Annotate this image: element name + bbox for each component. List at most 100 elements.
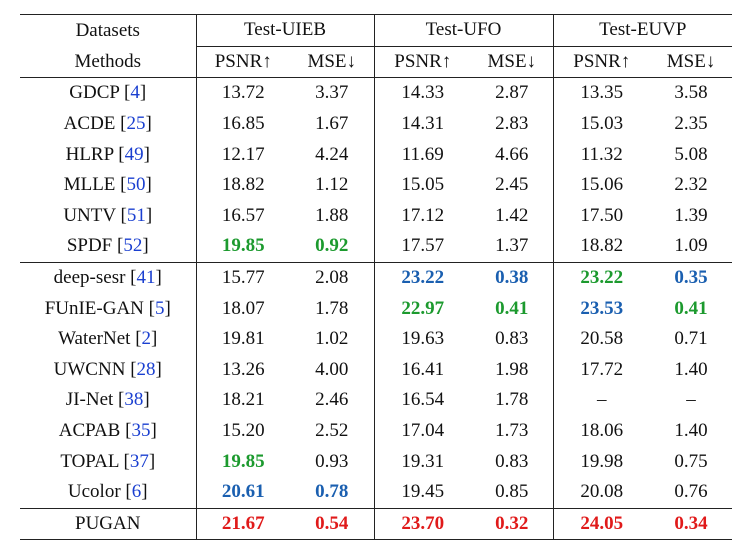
citation-link[interactable]: 5 (154, 297, 165, 319)
psnr-value: 18.06 (552, 415, 651, 447)
citation-link[interactable]: 35 (131, 420, 151, 442)
psnr-value: 15.20 (195, 415, 290, 447)
mse-value: 0.78 (290, 476, 375, 509)
table-row: GDCP [4] 13.72 3.37 14.33 2.87 13.35 3.58 (20, 77, 732, 109)
psnr-value: 23.53 (552, 293, 651, 324)
mse-value: 2.35 (674, 113, 708, 135)
psnr-value: 19.63 (373, 323, 472, 355)
mse-value: 0.41 (674, 297, 708, 319)
mse-value: 2.45 (495, 174, 529, 196)
mse-value: 1.37 (471, 231, 554, 263)
method-label: MLLE (63, 174, 116, 196)
psnr-value: 14.33 (373, 77, 472, 109)
method-label: WaterNet (58, 328, 131, 350)
citation-link[interactable]: 38 (124, 389, 144, 411)
psnr-value: 13.35 (552, 77, 651, 109)
mse-value: 1.12 (315, 174, 349, 196)
psnr-value: 15.05 (373, 169, 472, 201)
dataset-test-ufo: Test-UFO (373, 14, 554, 47)
method-label: UWCNN (53, 358, 126, 380)
metric-mse: MSE↓ (471, 46, 554, 79)
citation-link[interactable]: 49 (124, 143, 144, 165)
mse-value: 0.34 (650, 508, 733, 541)
method-label: deep-sesr (53, 267, 126, 289)
table-row: ACDE [25] 16.85 1.67 14.31 2.83 15.03 2.35 (20, 108, 732, 140)
table-row: Ucolor [6] 20.61 0.78 19.45 0.85 20.08 0.76 (20, 476, 733, 509)
psnr-value: 23.70 (373, 508, 472, 541)
psnr-value: 17.12 (373, 200, 472, 232)
psnr-value: 13.72 (195, 77, 290, 109)
table-row: ACPAB [35] 15.20 2.52 17.04 1.73 18.06 1.40 (20, 415, 732, 447)
citation-link[interactable]: 6 (131, 481, 142, 503)
citation-link[interactable]: 50 (126, 174, 146, 196)
mse-value: 1.02 (315, 328, 349, 350)
mse-value: 2.32 (674, 174, 708, 196)
table-row: WaterNet [2] 19.81 1.02 19.63 0.83 20.58 0.71 (20, 323, 732, 355)
psnr-value: 18.07 (195, 293, 290, 324)
mse-value: 0.76 (650, 476, 733, 509)
metric-psnr: PSNR↑ (373, 46, 472, 79)
psnr-value: 19.31 (373, 446, 472, 477)
citation-link[interactable]: 25 (126, 113, 146, 135)
header-row-datasets: Datasets Test-UIEB Test-UFO Test-EUVP (20, 14, 733, 47)
psnr-value: 21.67 (195, 508, 290, 541)
mse-value: 2.83 (495, 113, 529, 135)
psnr-value: 17.50 (552, 200, 651, 232)
psnr-value: 11.69 (373, 139, 472, 170)
mse-value: 0.83 (495, 450, 529, 472)
method-name: HLRP [49] (65, 143, 150, 165)
mse-value: 1.40 (674, 358, 708, 380)
psnr-value: 19.81 (195, 323, 290, 355)
psnr-value: 19.85 (195, 446, 290, 477)
mse-value: 3.58 (674, 82, 708, 104)
table-row: TOPAL [37] 19.85 0.93 19.31 0.83 19.98 0.75 (20, 446, 732, 477)
mse-value: 1.73 (495, 420, 529, 442)
mse-value: 3.37 (315, 82, 349, 104)
table-row: HLRP [49] 12.17 4.24 11.69 4.66 11.32 5.08 (20, 139, 732, 170)
psnr-value: 15.03 (552, 108, 651, 140)
citation-link[interactable]: 4 (130, 82, 140, 104)
mse-value: 0.83 (495, 328, 529, 350)
citation-link[interactable]: 37 (129, 450, 149, 472)
citation-link[interactable]: 52 (123, 235, 143, 257)
mse-value: 0.41 (495, 297, 529, 319)
psnr-value: 12.17 (195, 139, 290, 170)
method-name: FUnIE-GAN [5] (44, 297, 171, 319)
mse-value: 5.08 (674, 143, 708, 165)
method-label: HLRP (65, 143, 114, 165)
header-row-metrics: Methods PSNR↑ MSE↓ PSNR↑ MSE↓ PSNR↑ MSE↓ (20, 46, 733, 79)
psnr-value: 14.31 (373, 108, 472, 140)
dataset-test-uieb: Test-UIEB (195, 14, 375, 47)
method-name: Ucolor [6] (20, 476, 196, 509)
method-label: GDCP (69, 82, 120, 104)
table-row: FUnIE-GAN [5] 18.07 1.78 22.97 0.41 23.53 0.41 (20, 293, 732, 324)
metric-mse: MSE↓ (650, 46, 733, 79)
mse-value: 0.35 (674, 267, 708, 289)
psnr-value: 15.77 (195, 262, 290, 294)
method-name: TOPAL [37] (60, 450, 156, 472)
psnr-value: 20.08 (552, 476, 651, 509)
psnr-value: 17.57 (373, 231, 472, 263)
mse-value: 4.66 (495, 143, 529, 165)
method-name: GDCP [4] (69, 82, 147, 104)
metric-psnr: PSNR↑ (552, 46, 651, 79)
method-label: SPDF (66, 235, 113, 257)
citation-link[interactable]: 2 (141, 328, 152, 350)
method-name: ACDE [25] (63, 113, 152, 135)
psnr-value: 18.82 (552, 231, 651, 263)
mse-value: 1.88 (315, 204, 349, 226)
metric-mse: MSE↓ (290, 46, 375, 79)
psnr-value: 16.54 (373, 385, 472, 416)
citation-link[interactable]: 28 (136, 358, 156, 380)
psnr-value: 20.61 (195, 476, 290, 509)
psnr-value: 16.41 (373, 354, 472, 386)
method-label: PUGAN (75, 512, 141, 534)
psnr-value: 20.58 (552, 323, 651, 355)
mse-value: 0.32 (471, 508, 554, 541)
citation-link[interactable]: 41 (136, 267, 156, 289)
psnr-value: 11.32 (552, 139, 651, 170)
mse-value: 4.00 (315, 358, 349, 380)
citation-link[interactable]: 51 (126, 204, 146, 226)
method-name: MLLE [50] (63, 174, 152, 196)
method-label: TOPAL (60, 450, 119, 472)
